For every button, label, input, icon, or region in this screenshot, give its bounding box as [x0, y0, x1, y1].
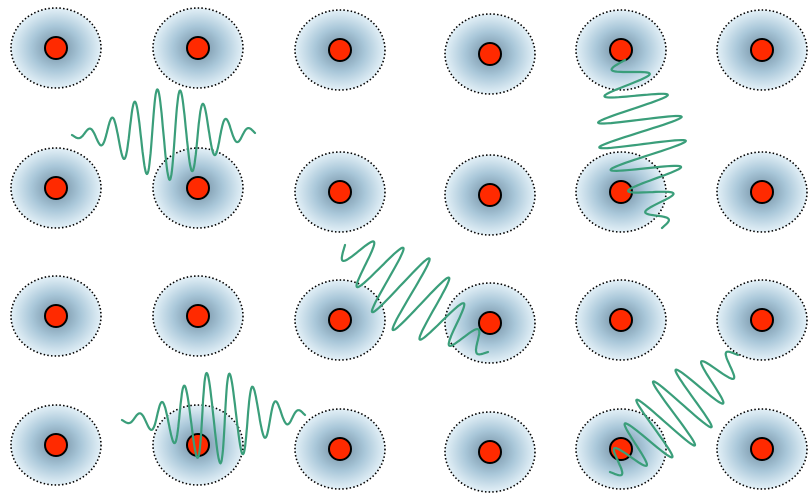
nucleus [750, 437, 774, 461]
nucleus [328, 180, 352, 204]
atom [152, 147, 244, 229]
nucleus [478, 440, 502, 464]
atom [716, 408, 808, 490]
nucleus [328, 308, 352, 332]
atom [575, 408, 667, 490]
atom [444, 13, 536, 95]
nucleus [750, 38, 774, 62]
atom [10, 275, 102, 357]
atom [294, 279, 386, 361]
nucleus [186, 176, 210, 200]
nucleus [478, 311, 502, 335]
atom [10, 404, 102, 486]
wave-packet-5 [608, 350, 740, 477]
nucleus [609, 38, 633, 62]
atom [152, 7, 244, 89]
nucleus [186, 304, 210, 328]
atom-lattice [10, 7, 808, 493]
atom [152, 404, 244, 486]
atom [10, 147, 102, 229]
atom [575, 9, 667, 91]
wave-packets [70, 58, 740, 477]
nucleus [328, 437, 352, 461]
atom [716, 279, 808, 361]
atom [152, 275, 244, 357]
nucleus [44, 433, 68, 457]
atom [10, 7, 102, 89]
nucleus [186, 36, 210, 60]
nucleus [44, 304, 68, 328]
atom [716, 151, 808, 233]
nucleus [478, 183, 502, 207]
nucleus [44, 36, 68, 60]
wave-packet-2 [597, 58, 687, 230]
nucleus [478, 42, 502, 66]
nucleus [750, 308, 774, 332]
atom [294, 9, 386, 91]
nucleus [750, 180, 774, 204]
atom [444, 411, 536, 493]
atom [294, 151, 386, 233]
atom [294, 408, 386, 490]
nucleus [328, 38, 352, 62]
atom [716, 9, 808, 91]
wave-packet-3 [340, 240, 490, 356]
wave-packet-1 [70, 88, 257, 181]
nucleus [609, 308, 633, 332]
atom [444, 154, 536, 236]
atom [575, 279, 667, 361]
wave-packet-4 [120, 371, 307, 465]
nucleus [186, 433, 210, 457]
atom [444, 282, 536, 364]
nucleus [44, 176, 68, 200]
